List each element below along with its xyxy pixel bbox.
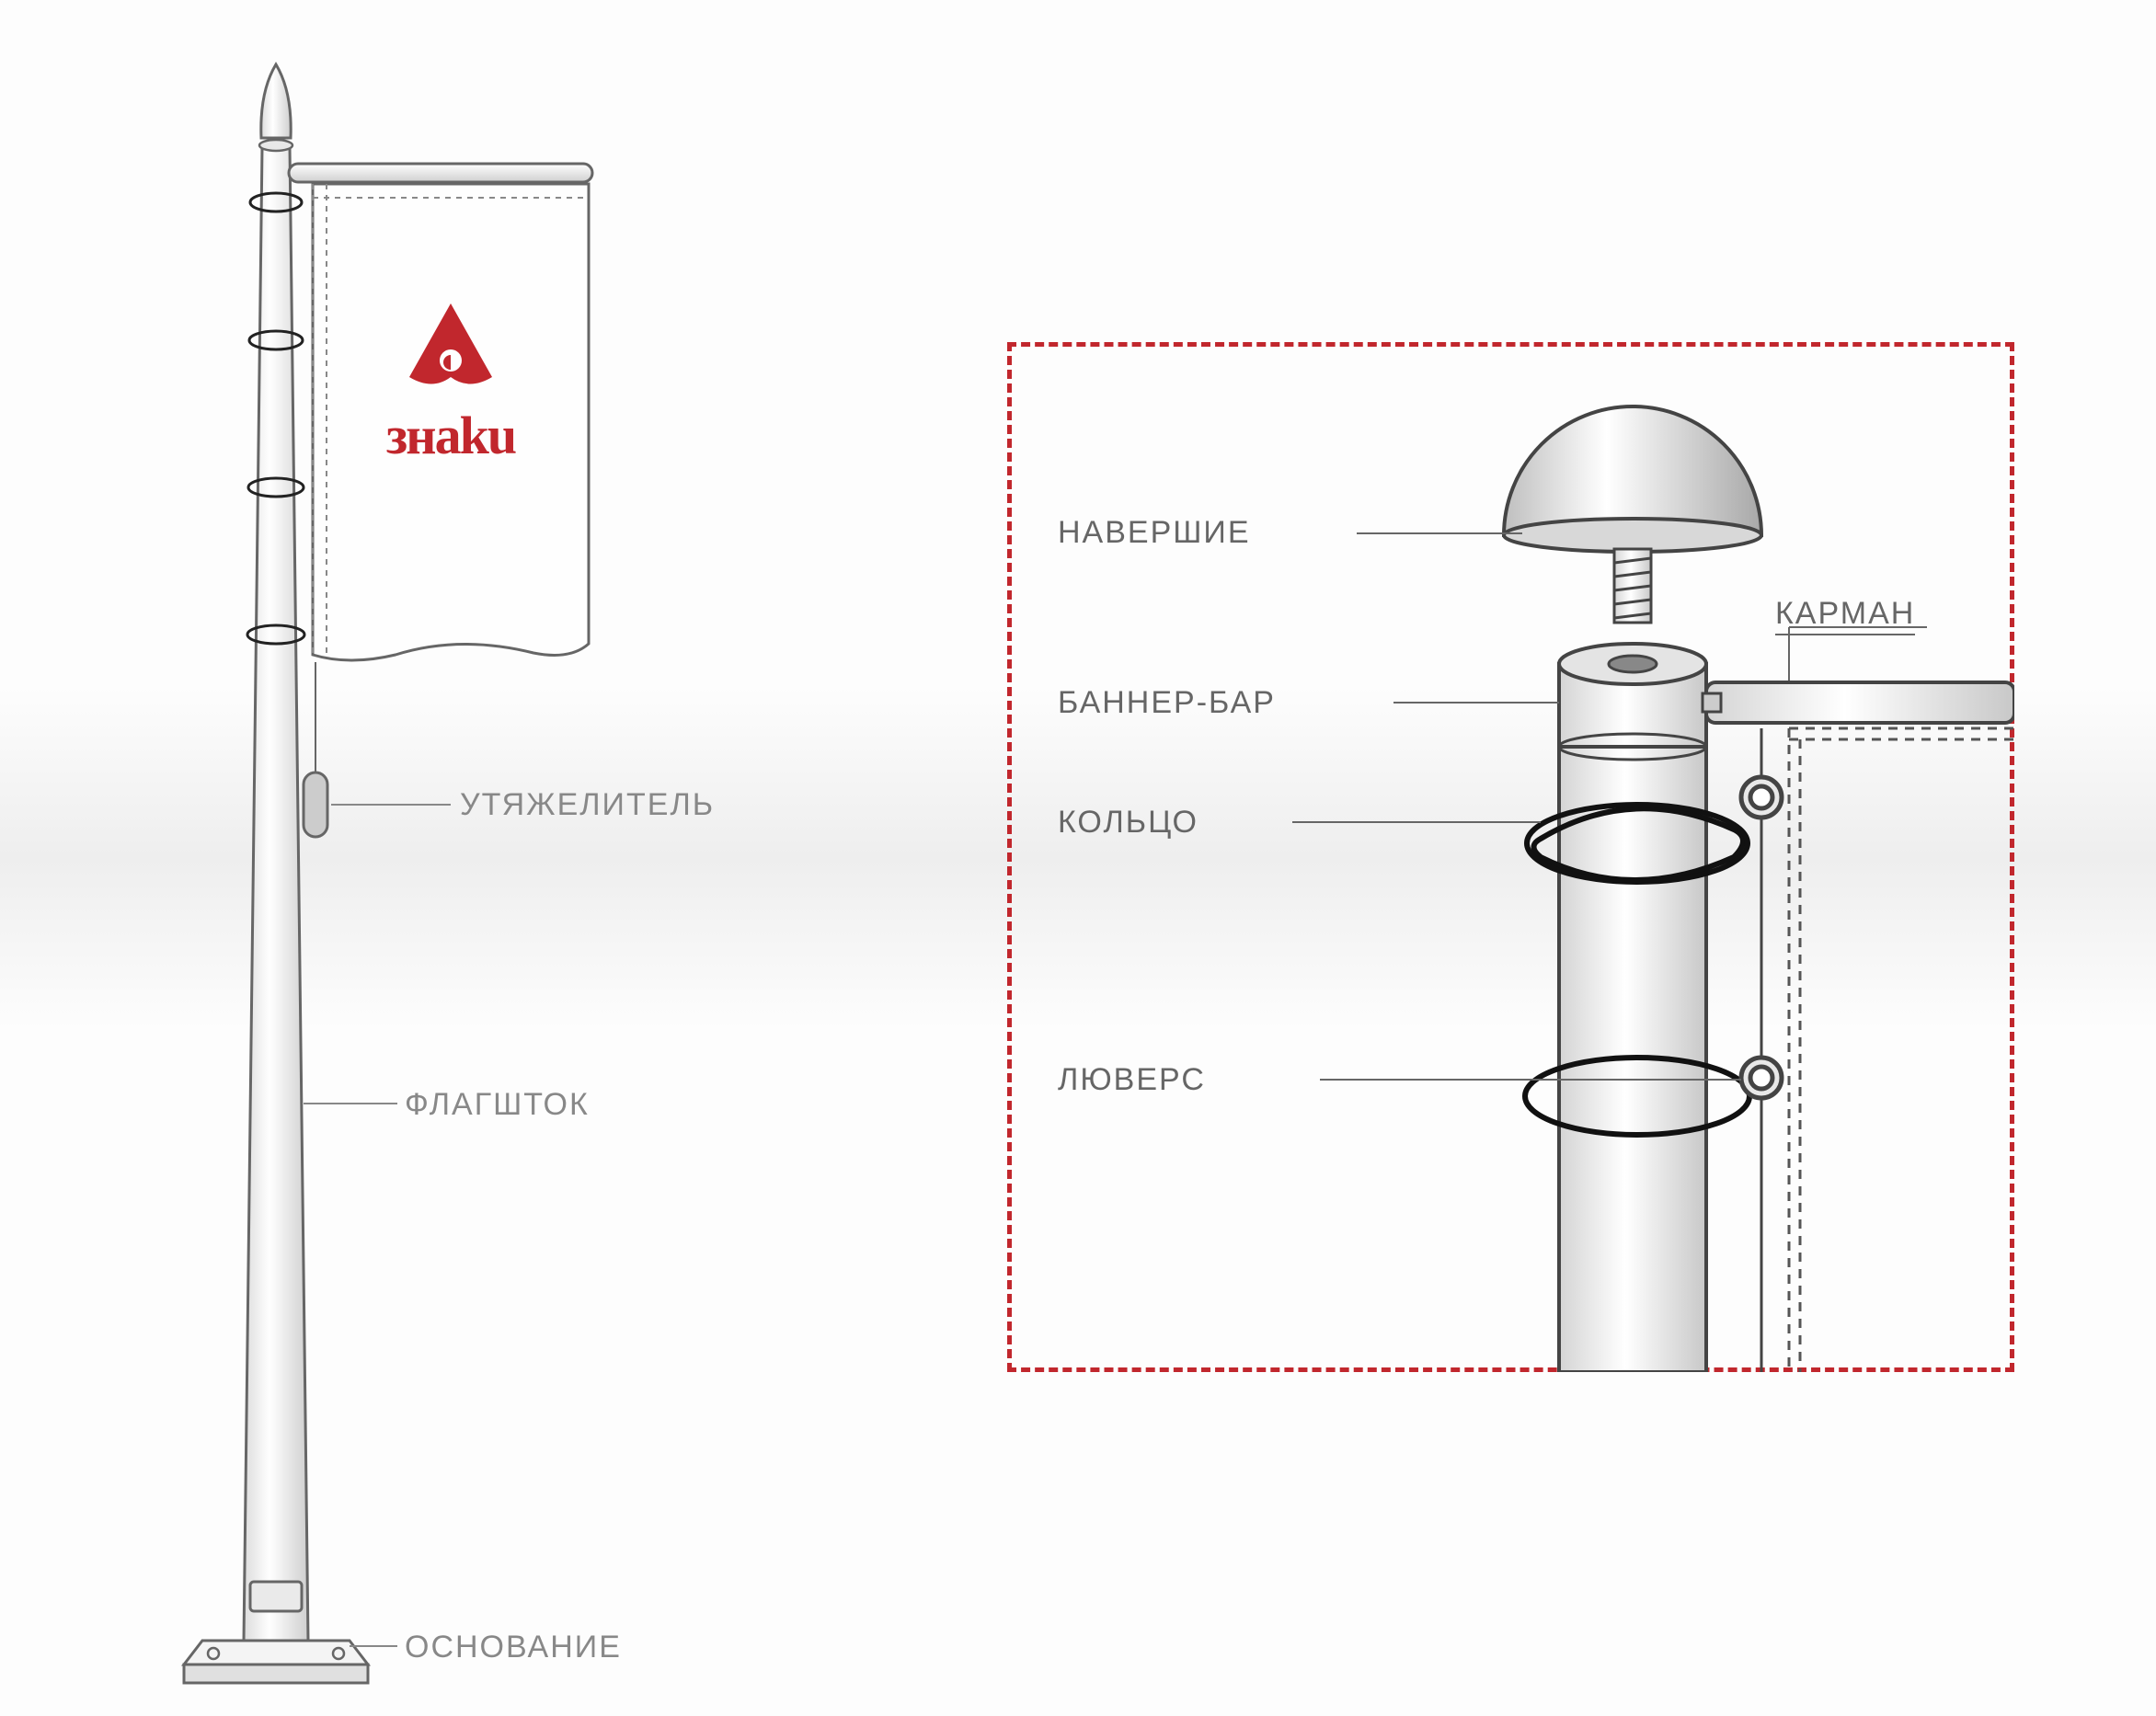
label-weight: УТЯЖЕЛИТЕЛЬ [460,787,715,823]
pole [244,147,308,1641]
weight [304,662,327,837]
label-pocket: КАРМАН [1775,596,1915,635]
detail-finial [1504,406,1761,623]
label-pole: ФЛАГШТОК [405,1087,590,1123]
label-banner-bar: БАННЕР-БАР [1058,685,1276,721]
label-ring: КОЛЬЦО [1058,805,1198,841]
flagpole-diagram [0,0,828,1716]
base-plate [184,1641,368,1683]
detail-pole [1559,644,1706,1372]
banner-bar [289,164,592,182]
label-grommet: ЛЮВЕРС [1058,1062,1206,1098]
label-base: ОСНОВАНИЕ [405,1630,622,1665]
finial [259,64,292,151]
label-finial: НАВЕРШИЕ [1058,515,1251,551]
flag-logo-text: знаku [359,405,543,466]
detail-pocket [1789,728,2014,1372]
detail-banner-bar [1703,682,2014,723]
detail-diagram [1007,342,2014,1372]
